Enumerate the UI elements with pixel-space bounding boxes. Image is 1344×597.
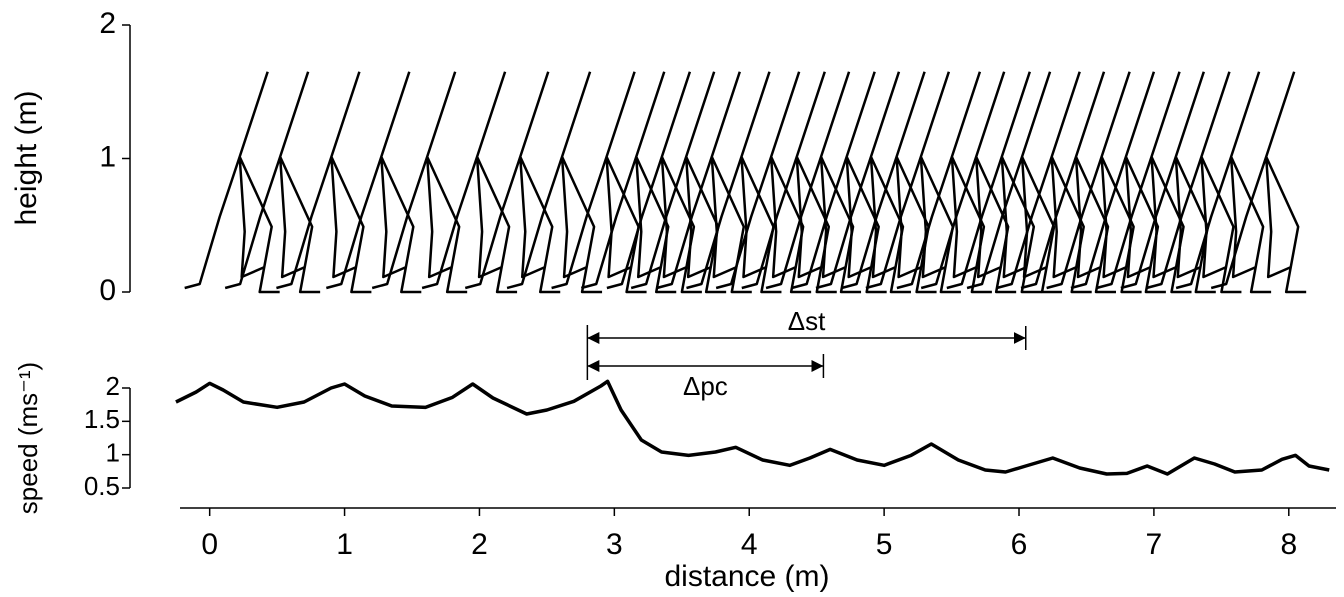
y-tick-label: 1 [99, 140, 116, 173]
stick-figure [464, 71, 561, 294]
y-tick-label: 1.5 [84, 404, 120, 434]
x-tick-label: 3 [606, 528, 623, 561]
stick-figure [325, 71, 422, 294]
stick-figure [371, 71, 468, 294]
y-axis-label: height (m) [10, 90, 43, 225]
stick-figure [506, 71, 603, 294]
x-tick-label: 2 [471, 528, 488, 561]
annotation-label: Δst [788, 306, 826, 336]
y-tick-label: 2 [99, 7, 116, 40]
x-tick-label: 0 [201, 528, 218, 561]
y-tick-label: 0.5 [84, 471, 120, 501]
stick-figure [920, 71, 1017, 294]
stick-figure [1146, 71, 1242, 294]
stick-figure [630, 71, 727, 294]
stick-figure [1120, 71, 1216, 294]
y-tick-label: 0 [99, 274, 116, 307]
stick-figure [1210, 71, 1307, 294]
y-tick-label: 2 [106, 371, 120, 401]
stick-figure [841, 71, 937, 294]
stick-figure [421, 71, 518, 294]
x-tick-label: 6 [1011, 528, 1028, 561]
x-tick-label: 5 [876, 528, 893, 561]
x-tick-label: 8 [1280, 528, 1297, 561]
x-tick-label: 7 [1146, 528, 1163, 561]
y-tick-label: 1 [106, 438, 120, 468]
x-axis-label: distance (m) [664, 560, 829, 593]
stick-figure [865, 71, 961, 294]
stick-figure [224, 71, 321, 294]
stick-figure [551, 71, 647, 294]
stick-figure [686, 71, 782, 294]
stick-figure [966, 71, 1063, 294]
x-tick-label: 4 [741, 528, 758, 561]
annotation-label: Δpc [683, 371, 728, 401]
speed-line [175, 379, 1330, 476]
y-axis-label: speed (ms⁻¹) [13, 362, 43, 514]
stick-figure [184, 71, 280, 294]
x-tick-label: 1 [336, 528, 353, 561]
